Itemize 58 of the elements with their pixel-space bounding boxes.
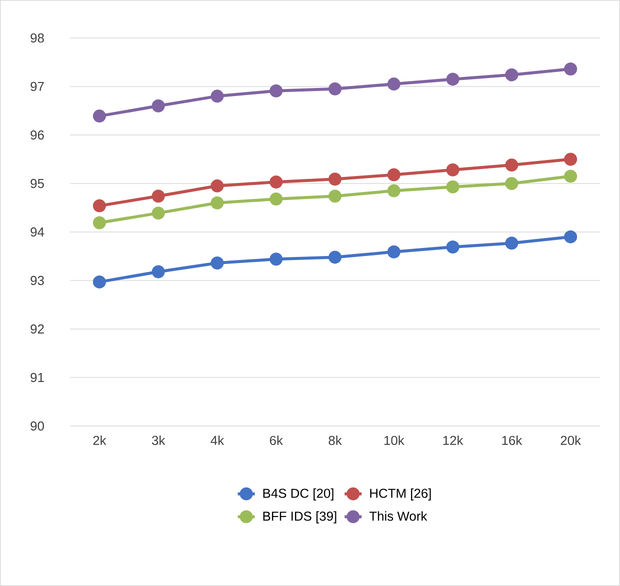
point [210,90,224,103]
x-tick-label: 3k [152,436,166,446]
point [210,256,224,270]
y-tick-label: 94 [30,227,44,237]
point [210,179,224,192]
x-tick-label: 16k [502,436,522,446]
point [387,245,400,258]
point [270,192,283,206]
point [505,68,518,82]
point [505,176,518,190]
y-tick-label: 98 [30,33,44,43]
point [210,196,224,210]
point [152,206,165,220]
point [152,99,165,112]
point [387,78,400,91]
y-tick-label: 96 [30,130,44,140]
y-tick-label: 97 [30,82,44,92]
y-tick-label: 92 [30,324,44,334]
point [328,250,342,264]
point [564,62,578,76]
point [270,84,283,98]
point [152,265,165,278]
x-tick-label: 4k [210,436,224,445]
y-tick-label: 91 [30,372,44,382]
x-tick-label: 20k [560,436,582,446]
point [328,190,342,203]
point [387,184,400,198]
point [92,216,106,230]
point [270,252,283,266]
point [92,110,106,123]
y-tick-label: 90 [30,421,44,431]
legend-label: This Work [369,511,428,521]
point [387,168,400,182]
point [446,180,460,194]
point [152,190,165,203]
point [505,236,518,250]
x-tick-label: 2k [93,436,106,445]
point [92,199,106,212]
x-tick-label: 10k [384,436,404,446]
point [505,158,518,172]
y-tick-label: 95 [30,178,44,188]
point [564,152,578,166]
legend-label: B4S DC [20] [263,488,334,500]
point [446,72,460,86]
point [92,275,106,288]
point [328,82,342,96]
x-tick-label: 6k [270,436,283,446]
x-tick-label: 12k [443,436,464,445]
point [446,240,460,254]
legend-label: BFF IDS [39] [263,511,336,524]
y-tick-label: 93 [30,276,44,286]
point [446,163,460,176]
x-tick-label: 8k [328,436,342,446]
point [564,230,578,244]
legend-label: HCTM [26] [370,488,431,500]
point [564,170,578,183]
point [328,172,342,186]
point [270,176,283,189]
